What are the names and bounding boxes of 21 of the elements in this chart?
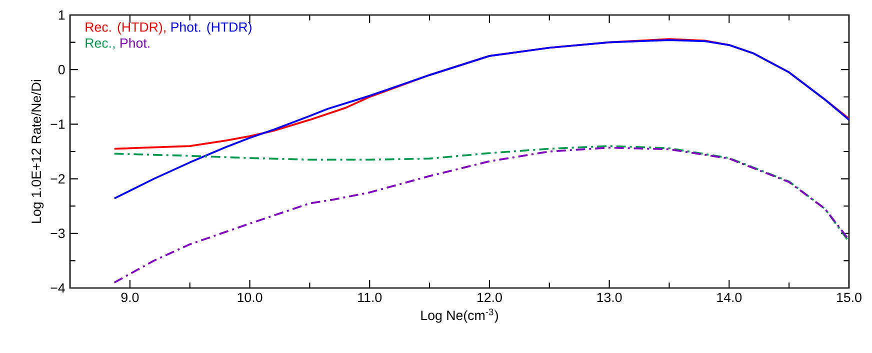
text: Phot. bbox=[120, 38, 150, 48]
y-tick-label: −3 bbox=[50, 228, 65, 238]
y-tick-label: −1 bbox=[50, 120, 65, 129]
x-tick-label: 12.0 bbox=[478, 292, 502, 302]
line-series bbox=[113, 146, 849, 284]
x-tick-label: 11.0 bbox=[358, 292, 382, 302]
y-tick-label: −4 bbox=[50, 283, 65, 293]
x-tick-label: 13.0 bbox=[597, 292, 622, 302]
y-tick-label: −2 bbox=[50, 174, 65, 184]
text: Phot. (HTDR) bbox=[171, 22, 252, 34]
text: Rec. (HTDR), bbox=[86, 22, 166, 34]
y-tick-label: 1 bbox=[58, 10, 65, 20]
x-tick-label: 9.0 bbox=[121, 292, 139, 302]
x-axis-title: Log Ne(cm$^{-3}$) bbox=[421, 308, 498, 323]
line-series bbox=[113, 39, 849, 200]
y-axis-title: Log 1.0E+12 Rate/Ne/Di bbox=[31, 80, 44, 223]
x-tick-label: 14.0 bbox=[717, 292, 742, 302]
y-tick-label: 0 bbox=[58, 64, 65, 74]
text: Rec., bbox=[86, 38, 115, 50]
x-tick-label: 15.0 bbox=[837, 292, 862, 302]
x-tick-label: 10.0 bbox=[238, 292, 262, 302]
